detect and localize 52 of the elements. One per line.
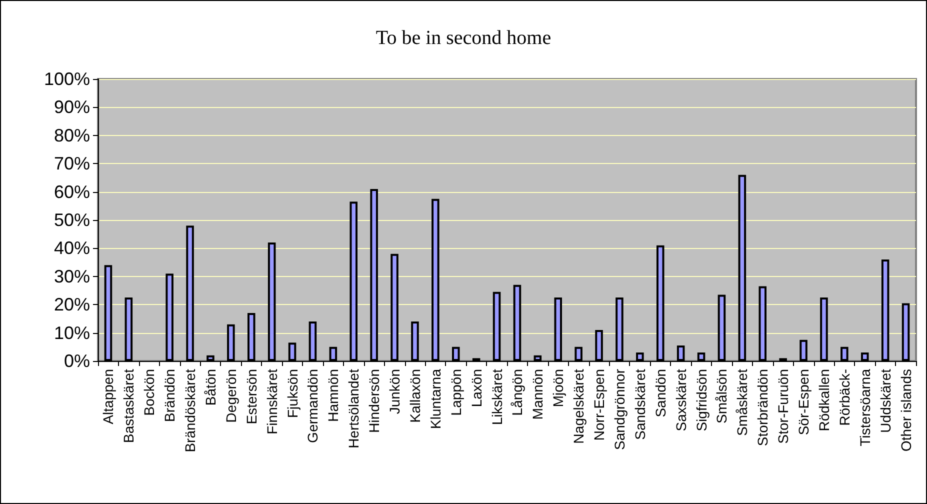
x-tick-label: Storbrändön [754, 369, 771, 446]
x-tick-label: Hamnön [325, 369, 342, 422]
x-tick-label: Bockön [141, 369, 158, 416]
y-tick-label: 70% [54, 154, 90, 174]
x-tick-label: Brändön [162, 369, 178, 422]
x-tick-label: Germandön [304, 369, 321, 443]
x-tick-label: Junkön [386, 369, 403, 414]
x-tick-label: Kluntarna [427, 368, 444, 429]
x-tick-label: Smålsön [714, 369, 730, 424]
x-tick-label: Altappen [100, 369, 116, 424]
chart-title: To be in second home [376, 27, 552, 49]
x-tick-label: Sandskäret [632, 368, 648, 440]
x-tick-label: Nagelskäret [570, 368, 587, 444]
x-tick-label: Degerön [222, 369, 239, 423]
x-tick-label: Norr-Espen [591, 369, 608, 441]
x-tick-label: Kallaxön [406, 369, 423, 423]
y-tick-label: 80% [54, 125, 90, 146]
x-tick-label: Fjuksön [284, 369, 300, 418]
y-tick-label: 50% [54, 210, 90, 230]
x-tick-label: Mannön [530, 369, 546, 420]
x-tick-label: Sigfridsön [693, 369, 710, 432]
x-tick-label: Mjoön [550, 369, 566, 408]
x-tick-label: Hertsölandet [346, 368, 362, 448]
x-tick-label: Other islands [898, 369, 914, 452]
x-tick-label: Saxskäret [672, 368, 689, 432]
x-tick-label: Lappön [448, 369, 464, 416]
x-tick-label: Småskäret [734, 368, 750, 436]
y-tick-label: 60% [54, 182, 90, 202]
y-tick-label: 20% [54, 294, 90, 315]
y-tick-label: 30% [54, 266, 90, 286]
y-tick-label: 0% [64, 351, 90, 371]
x-tick-label: Laxön [468, 369, 484, 408]
x-tick-label: Rörbäck- [836, 368, 852, 426]
x-tick-label: Finnskäret [264, 368, 280, 434]
x-tick-label: Båtön [202, 369, 218, 406]
x-tick-label: Uddskäret [877, 368, 894, 433]
x-tick-label: Bastaskäret [120, 368, 137, 443]
x-tick-label: Estersön [243, 369, 260, 424]
x-tick-label: Likskäret [488, 368, 505, 426]
x-tick-label: Sör-Espen [796, 369, 812, 436]
x-tick-label: Stor-Furuön [775, 369, 792, 444]
x-tick-label: Brändöskäret [182, 368, 198, 452]
x-tick-label: Tistersöarna [856, 368, 873, 446]
x-tick-label: Sandgrönnor [611, 368, 628, 450]
y-tick-label: 40% [54, 238, 90, 258]
x-tick-label: Hindersön [366, 369, 382, 433]
y-tick-label: 90% [54, 97, 90, 118]
x-tick-label: Rödkallen [816, 369, 832, 432]
y-tick-label: 10% [54, 322, 90, 343]
x-tick-label: Långön [509, 369, 526, 416]
y-tick-label: 100% [44, 69, 90, 89]
x-tick-label: Sandön [652, 369, 668, 418]
